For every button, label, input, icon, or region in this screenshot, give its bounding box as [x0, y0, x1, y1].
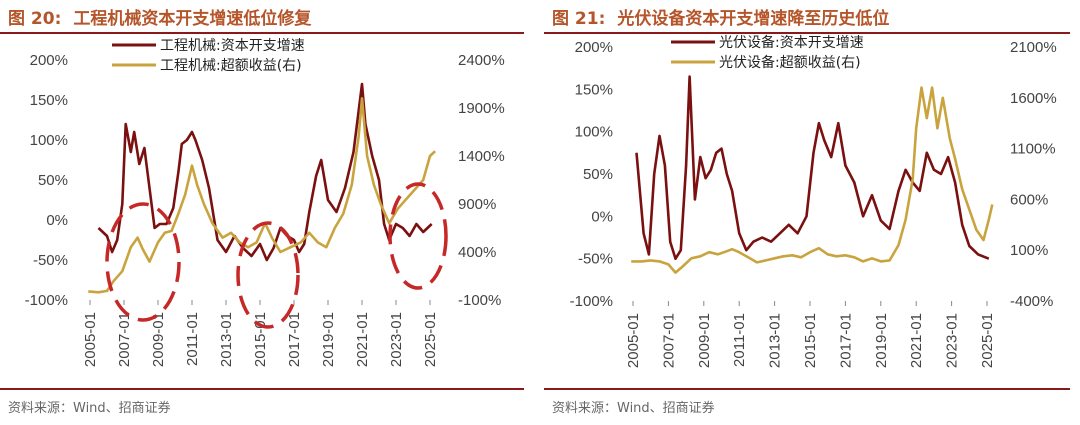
y-right-tick-label: 600% [1010, 191, 1048, 208]
x-tick-label: 2013-01 [767, 313, 784, 368]
y-left-tick-label: 100% [575, 124, 613, 141]
capex-growth-series-line [97, 82, 433, 262]
source-rule [544, 388, 1070, 390]
title-rule [544, 32, 1070, 34]
y-right-tick-label: 1900% [458, 100, 505, 117]
x-tick-label: 2005-01 [82, 312, 99, 367]
source-note: 资料来源：Wind、招商证券 [552, 401, 715, 416]
x-tick-label: 2015-01 [802, 313, 819, 368]
y-left-tick-label: 200% [575, 39, 613, 56]
x-tick-label: 2007-01 [660, 313, 677, 368]
y-left-tick-label: 50% [38, 172, 68, 189]
x-tick-label: 2019-01 [320, 312, 337, 367]
y-right-tick-label: 900% [458, 196, 496, 213]
x-tick-label: 2017-01 [286, 312, 303, 367]
y-right-tick-label: 2400% [458, 52, 505, 69]
highlight-ellipse [236, 221, 300, 329]
x-tick-label: 2013-01 [218, 312, 235, 367]
x-tick-label: 2019-01 [873, 313, 890, 368]
chart-svg: -100% -50% 0% 50% 100% 150% 200% -100% 400% 900% 1… [25, 38, 505, 367]
title-rule [0, 32, 524, 34]
y-left-tick-label: 150% [30, 92, 68, 109]
excess-return-series-line [88, 97, 436, 294]
figure-number: 图 20: [8, 9, 62, 29]
capex-growth-series-line [635, 75, 990, 260]
x-tick-label: 2025-01 [979, 313, 996, 368]
y-left-tick-label: -100% [570, 293, 613, 310]
y-right-tick-label: 400% [458, 244, 496, 261]
y-left-tick-label: 50% [583, 166, 613, 183]
x-tick-label: 2011-01 [731, 313, 748, 367]
x-tick-label: 2017-01 [837, 313, 854, 368]
x-tick-label: 2023-01 [388, 312, 405, 367]
chart-panel-right: 图 21: 光伏设备资本开支增速降至历史低位 -100% -50% 0% 50% 100%… [544, 0, 1080, 425]
legend-label: 光伏设备:资本开支增速 [719, 34, 864, 51]
chart-svg: -100% -50% 0% 50% 100% 150% 200% -400% 100% 600% 1… [570, 34, 1057, 368]
chart-panel-left: 图 20: 工程机械资本开支增速低位修复 -100% -50% 0% 50% 100% 15… [0, 0, 536, 425]
legend-label: 工程机械:超额收益(右) [160, 58, 302, 74]
y-right-tick-label: -100% [458, 292, 501, 309]
y-left-tick-label: 200% [30, 52, 68, 69]
y-left-tick-label: 150% [575, 81, 613, 98]
y-left-tick-label: -100% [25, 292, 68, 309]
y-right-tick-label: 1100% [1010, 141, 1056, 158]
y-right-tick-label: 100% [1010, 242, 1048, 259]
x-tick-label: 2015-01 [252, 312, 269, 367]
x-tick-label: 2023-01 [944, 313, 961, 368]
x-tick-label: 2021-01 [908, 313, 925, 368]
figure-number: 图 21: [552, 9, 606, 29]
highlight-ellipse [388, 182, 448, 290]
y-left-tick-label: 100% [30, 132, 68, 149]
x-tick-label: 2011-01 [184, 312, 201, 366]
y-right-tick-label: 1400% [458, 148, 505, 165]
x-tick-label: 2021-01 [354, 312, 371, 367]
figure-title-text: 工程机械资本开支增速低位修复 [73, 9, 312, 29]
y-right-tick-label: 2100% [1010, 39, 1057, 56]
figure-title: 图 20: 工程机械资本开支增速低位修复 [8, 4, 311, 29]
figure-title: 图 21: 光伏设备资本开支增速降至历史低位 [552, 4, 889, 29]
y-left-tick-label: -50% [578, 251, 613, 268]
y-right-tick-label: 1600% [1010, 90, 1057, 107]
legend-label: 工程机械:资本开支增速 [160, 38, 305, 54]
highlight-ellipse [105, 202, 181, 322]
source-rule [0, 388, 524, 390]
legend-label: 光伏设备:超额收益(右) [719, 54, 861, 71]
x-tick-label: 2009-01 [150, 312, 167, 367]
y-left-tick-label: 0% [591, 208, 613, 225]
source-note: 资料来源：Wind、招商证券 [8, 401, 171, 416]
x-tick-label: 2007-01 [116, 312, 133, 367]
figure-title-text: 光伏设备资本开支增速降至历史低位 [617, 9, 890, 29]
y-left-tick-label: 0% [46, 212, 68, 229]
x-tick-label: 2005-01 [625, 313, 642, 368]
y-right-tick-label: -400% [1010, 293, 1053, 310]
y-left-tick-label: -50% [33, 252, 68, 269]
x-tick-label: 2025-01 [422, 312, 439, 367]
x-tick-label: 2009-01 [696, 313, 713, 368]
excess-return-series-line [631, 86, 994, 274]
